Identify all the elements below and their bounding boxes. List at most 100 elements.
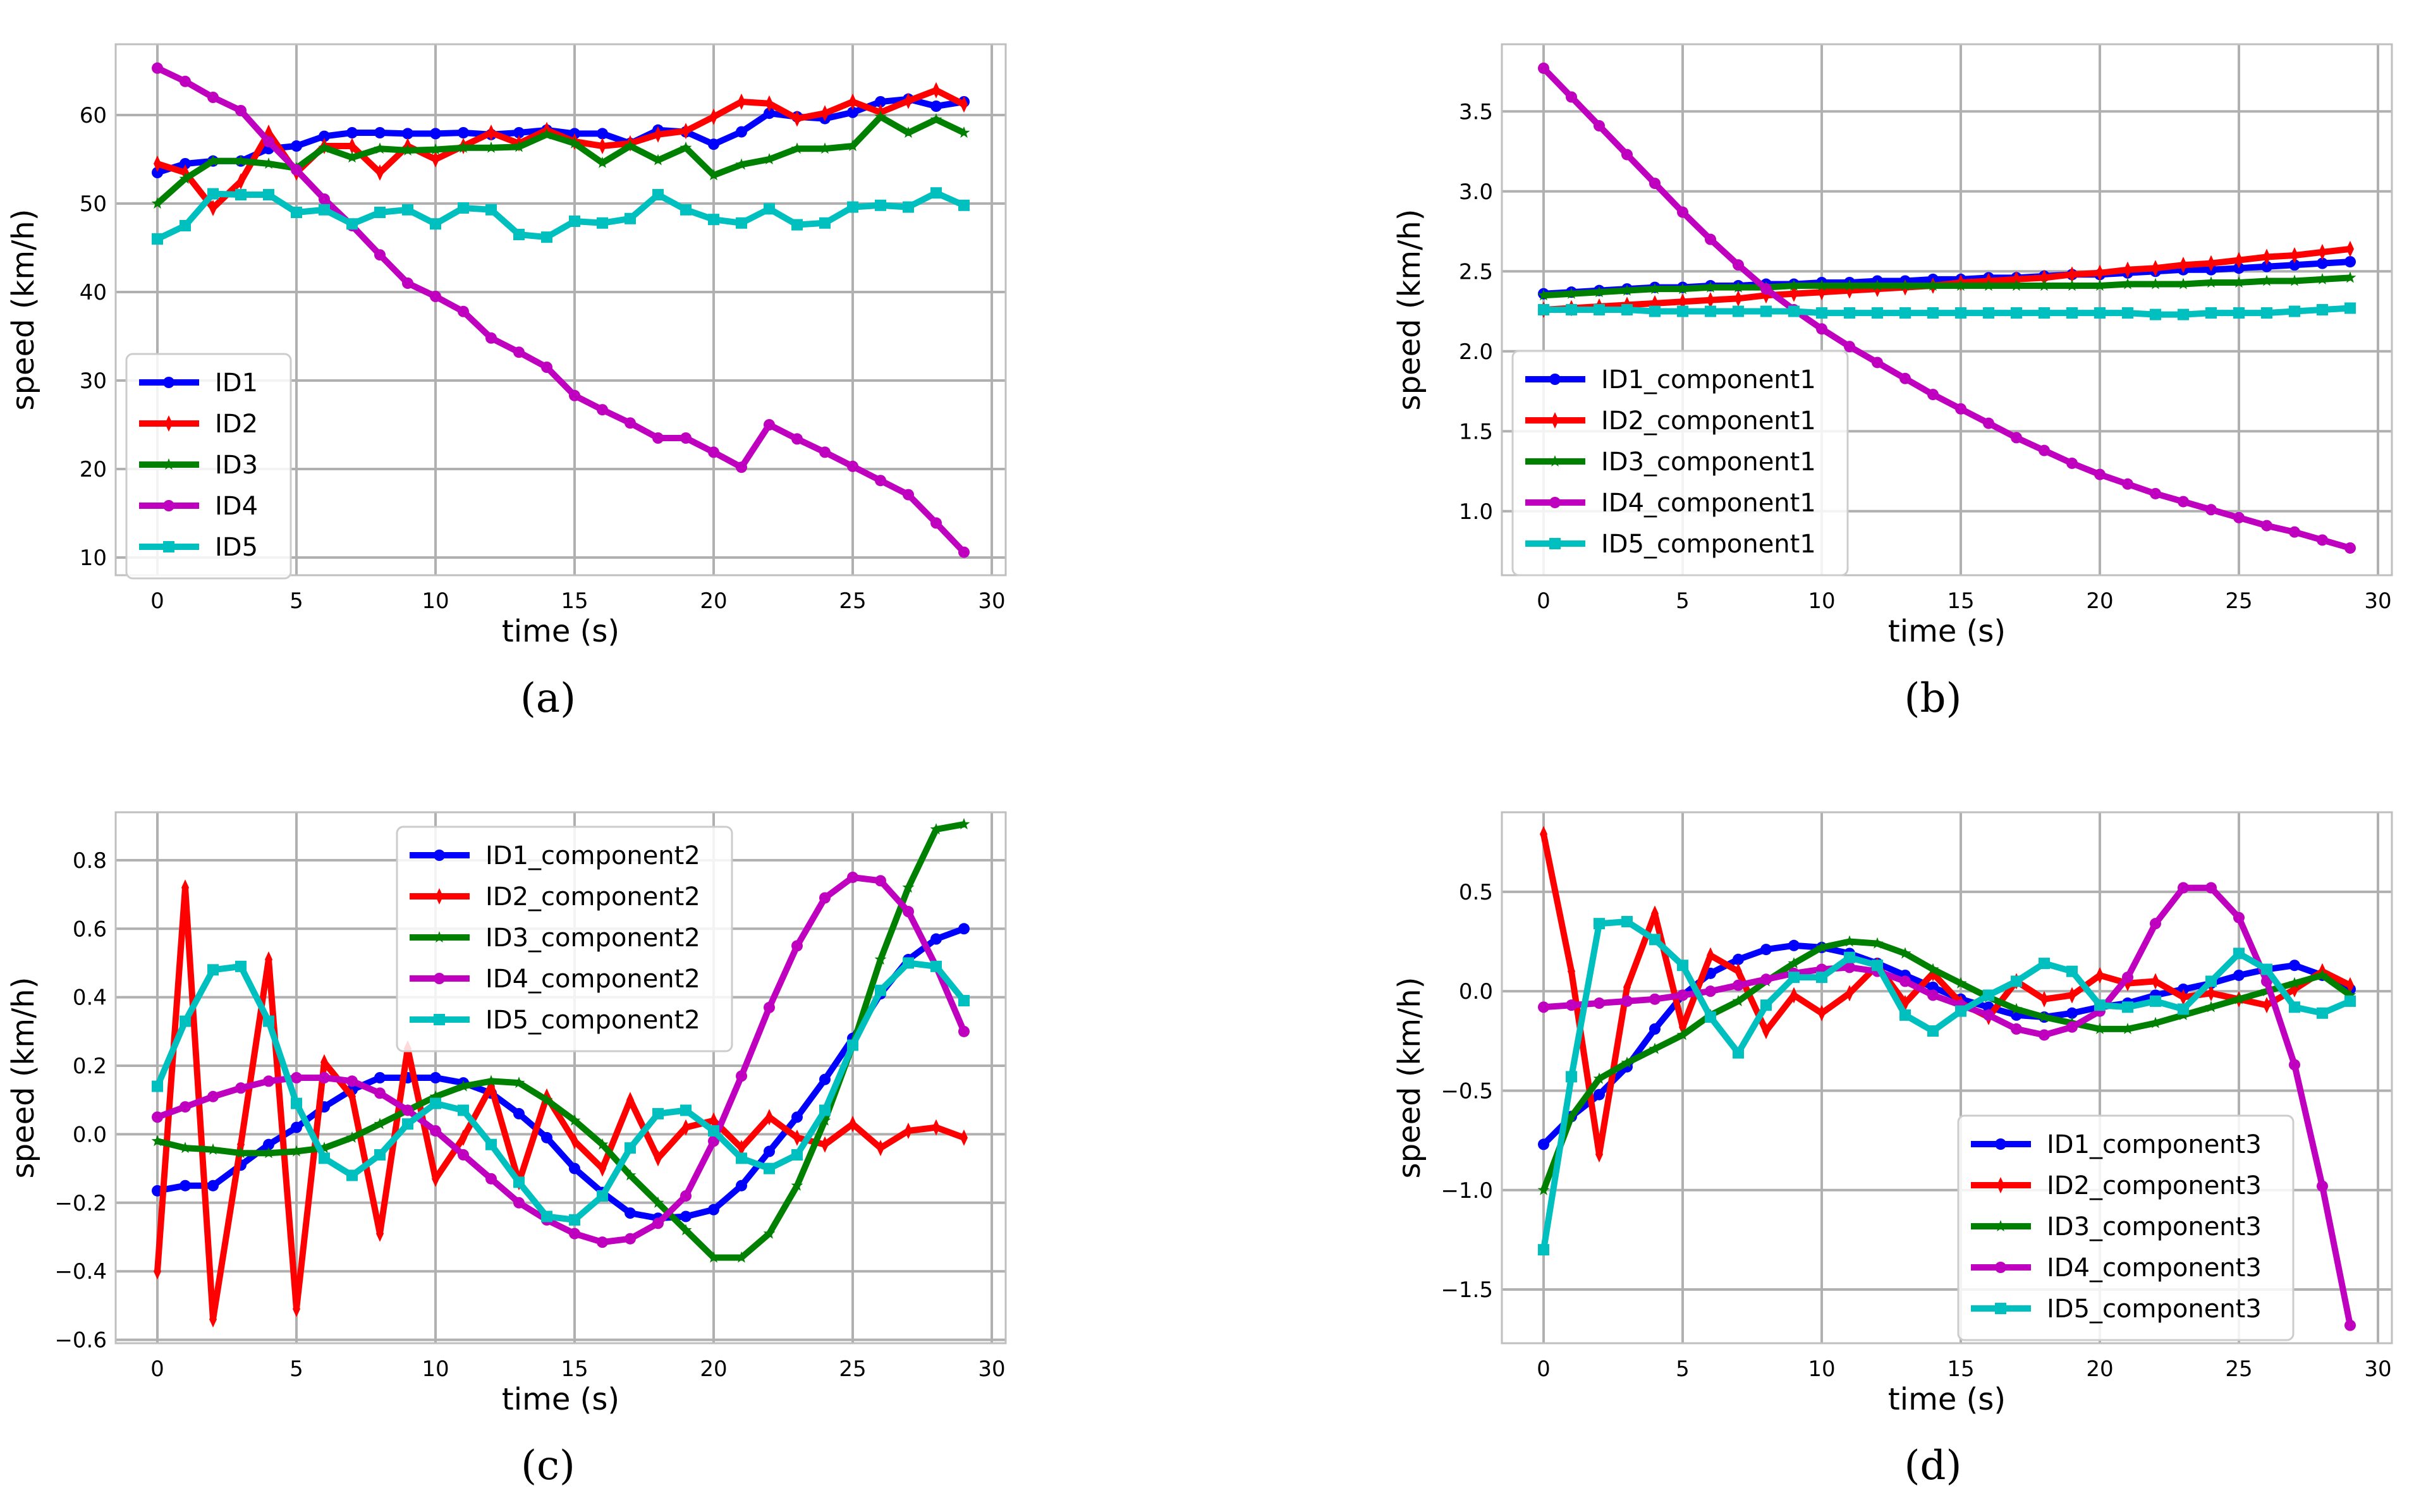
- data-point: [2205, 975, 2217, 987]
- data-point: [430, 1097, 441, 1109]
- data-point: [2316, 969, 2329, 981]
- data-point: [625, 417, 636, 429]
- data-point: [374, 249, 386, 261]
- axes-frame: [114, 43, 1007, 576]
- data-point: [958, 1025, 970, 1037]
- data-point: [2011, 432, 2022, 444]
- data-point: [849, 94, 856, 110]
- data-point: [736, 1152, 747, 1164]
- data-point: [152, 62, 163, 74]
- y-axis-label: speed (km/h): [6, 209, 41, 411]
- data-point: [263, 189, 274, 200]
- data-point: [2066, 457, 2078, 469]
- data-point: [2177, 277, 2190, 290]
- data-point: [2346, 977, 2354, 994]
- data-point: [458, 202, 469, 214]
- data-point: [2235, 252, 2243, 269]
- data-point: [930, 933, 942, 945]
- x-tick-label: 5: [290, 588, 303, 614]
- data-point: [682, 123, 690, 140]
- data-point: [485, 204, 497, 216]
- data-point: [1872, 357, 1883, 369]
- data-point: [346, 218, 358, 230]
- data-point: [847, 106, 858, 118]
- data-point: [541, 1210, 552, 1222]
- y-tick-label: 50: [80, 192, 107, 217]
- data-point: [764, 1162, 775, 1174]
- data-point: [485, 1075, 497, 1087]
- legend-label: ID5_component2: [485, 1006, 700, 1035]
- data-point: [736, 1180, 747, 1192]
- data-point: [2039, 1029, 2050, 1041]
- data-point: [680, 1104, 692, 1116]
- data-point: [1871, 937, 1884, 949]
- data-point: [513, 346, 525, 358]
- legend-box: [1511, 350, 1849, 576]
- series-ID2_component3: [1540, 826, 2354, 1163]
- data-point: [1707, 947, 1714, 964]
- data-point: [960, 96, 968, 113]
- data-point: [541, 362, 552, 373]
- data-point: [1733, 1047, 1744, 1059]
- data-point: [2094, 468, 2106, 480]
- data-point: [346, 1131, 358, 1143]
- data-point: [875, 96, 886, 107]
- data-point: [2094, 307, 2106, 319]
- x-tick-label: 5: [1676, 1357, 1690, 1382]
- data-point: [179, 172, 192, 184]
- x-tick-label: 5: [1676, 588, 1690, 614]
- data-point: [1707, 291, 1714, 308]
- series-ID5_component1: [1538, 302, 2356, 320]
- data-point: [207, 92, 219, 103]
- data-point: [1818, 1004, 1826, 1021]
- data-point: [1538, 1138, 1549, 1150]
- data-point: [652, 1107, 664, 1119]
- data-point: [1899, 307, 1911, 319]
- data-point: [1790, 285, 1798, 302]
- data-point: [2040, 991, 2048, 1008]
- data-point: [903, 201, 914, 213]
- data-point: [1899, 947, 1911, 959]
- legend-label: ID3_component2: [485, 924, 700, 953]
- data-point: [485, 141, 497, 153]
- data-point: [209, 1311, 217, 1328]
- data-point: [207, 1180, 219, 1192]
- data-point: [736, 1070, 747, 1082]
- data-point: [765, 95, 773, 112]
- data-point: [374, 1118, 386, 1130]
- legend-box: [125, 353, 292, 580]
- data-point: [2205, 307, 2217, 319]
- data-point: [402, 277, 413, 289]
- data-point: [710, 1112, 717, 1129]
- data-point: [736, 126, 747, 138]
- data-point: [735, 158, 748, 170]
- data-point: [2094, 1022, 2106, 1034]
- legend-label: ID2_component1: [1601, 406, 1816, 436]
- data-point: [152, 1080, 163, 1092]
- y-tick-label: 40: [80, 280, 107, 305]
- data-point: [460, 1129, 467, 1146]
- axes-frame: [114, 811, 1007, 1344]
- y-tick-label: 1.5: [1459, 419, 1493, 444]
- data-point: [2344, 271, 2356, 283]
- data-point: [1568, 963, 1575, 980]
- data-point: [1677, 206, 1688, 218]
- data-point: [346, 1169, 358, 1181]
- data-point: [2010, 279, 2023, 291]
- y-tick-label: 0.0: [1459, 979, 1493, 1004]
- legend: ID1_component3 ID2_component3 ID3_componen…: [1957, 1114, 2295, 1341]
- data-point: [346, 151, 358, 163]
- data-point: [513, 1176, 525, 1188]
- data-point: [1927, 963, 1939, 975]
- data-point: [597, 1190, 608, 1202]
- data-point: [1594, 120, 1605, 132]
- data-point: [2066, 279, 2078, 291]
- data-point: [1593, 286, 1606, 298]
- legend-label: ID4_component3: [2047, 1253, 2262, 1283]
- data-point: [513, 1107, 525, 1119]
- y-tick-label: 3.0: [1459, 180, 1493, 205]
- data-point: [487, 125, 495, 141]
- data-point: [1955, 307, 1966, 319]
- data-point: [764, 107, 775, 119]
- data-point: [682, 1119, 690, 1136]
